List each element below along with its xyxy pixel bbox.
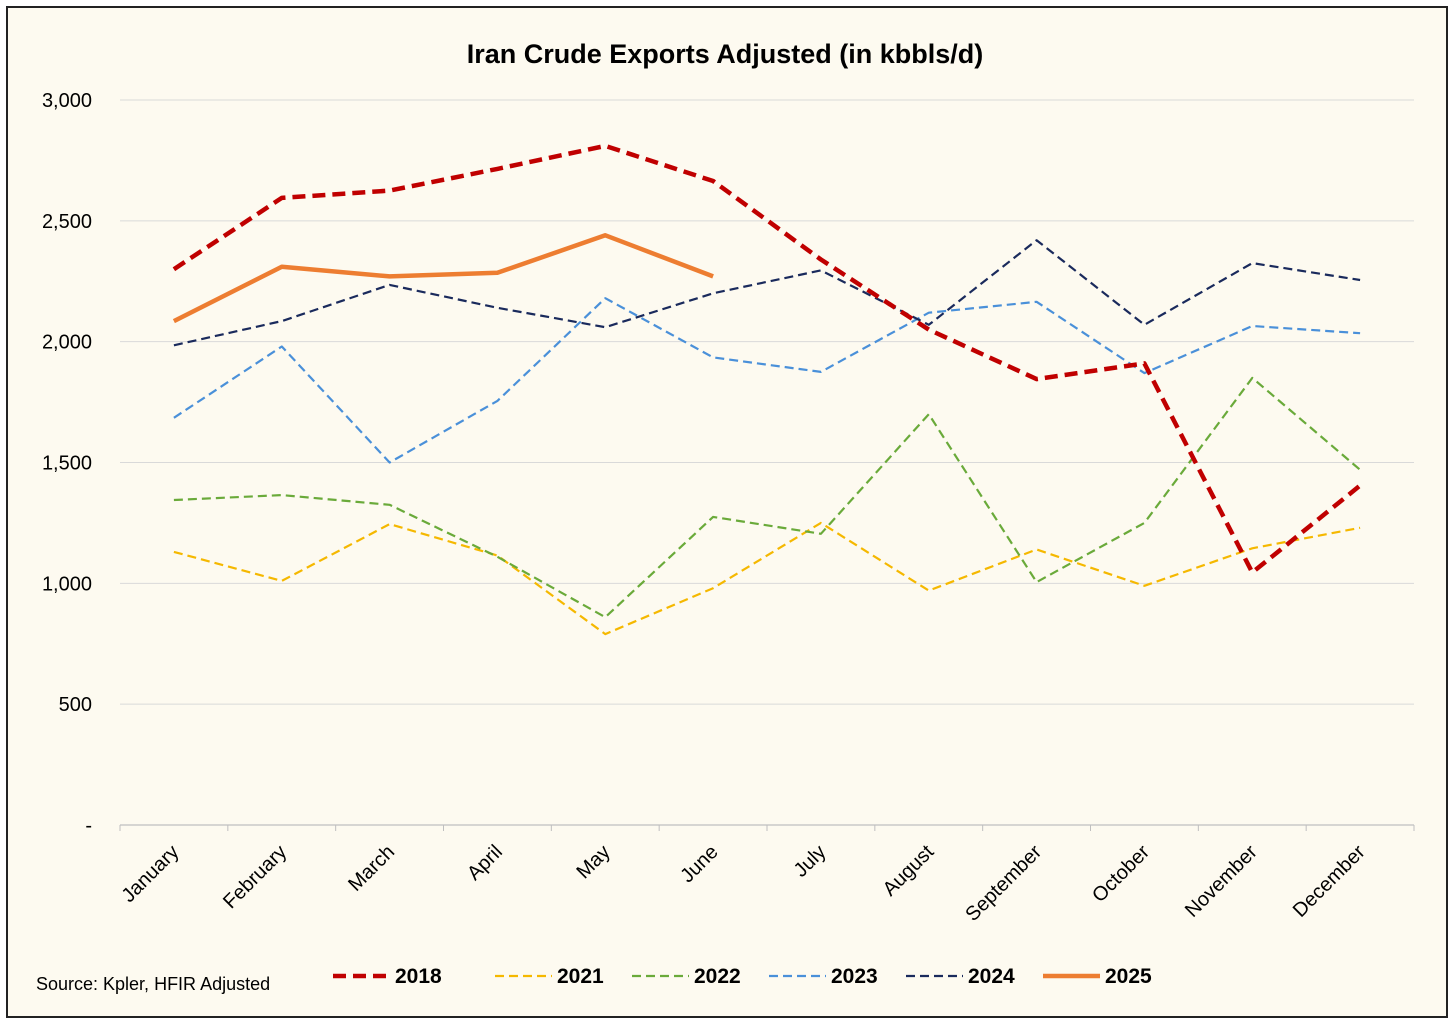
y-tick-label: 1,500 (42, 453, 92, 475)
y-tick-label: 2,000 (42, 332, 92, 354)
legend-item-2025: 2025 (1043, 965, 1152, 988)
x-tick-label: February (219, 841, 291, 913)
legend-item-2023: 2023 (769, 965, 878, 988)
y-tick-label: 500 (59, 694, 92, 716)
series-line-2021 (173, 521, 1361, 636)
x-tick-label: January (118, 841, 184, 907)
legend-item-2024: 2024 (906, 965, 1015, 988)
series-2021 (173, 521, 1361, 636)
series-2018 (172, 143, 1362, 575)
x-tick-label: October (1088, 841, 1154, 907)
series-line-2025 (172, 233, 714, 324)
legend-item-2018: 2018 (333, 965, 442, 988)
y-tick-label: - (85, 815, 92, 837)
legend-item-2021: 2021 (495, 965, 604, 988)
y-tick-label: 2,500 (42, 211, 92, 233)
chart-frame: Iran Crude Exports Adjusted (in kbbls/d)… (6, 6, 1448, 1018)
legend-item-2022: 2022 (632, 965, 741, 988)
x-tick-label: August (879, 841, 939, 901)
series-2022 (173, 376, 1361, 619)
legend-label: 2025 (1105, 965, 1152, 988)
x-tick-label: September (961, 841, 1046, 926)
x-tick-label: November (1181, 841, 1262, 922)
series-line-2022 (173, 376, 1361, 619)
legend-label: 2023 (831, 965, 878, 988)
x-tick-label: March (344, 841, 399, 896)
series-line-2024 (173, 239, 1361, 347)
x-tick-label: May (573, 841, 615, 883)
x-tick-label: June (676, 841, 722, 887)
legend-label: 2018 (395, 965, 442, 988)
legend-label: 2022 (694, 965, 741, 988)
x-tick-label: July (790, 841, 831, 882)
chart-title: Iran Crude Exports Adjusted (in kbbls/d) (467, 39, 984, 69)
legend-label: 2024 (968, 965, 1015, 988)
legend-label: 2021 (557, 965, 604, 988)
x-tick-label: December (1289, 841, 1370, 922)
series-2024 (173, 239, 1361, 347)
y-tick-label: 1,000 (42, 573, 92, 595)
series-line-2018 (172, 143, 1362, 575)
x-tick-label: April (463, 841, 507, 885)
y-tick-label: 3,000 (42, 90, 92, 112)
line-chart: Iran Crude Exports Adjusted (in kbbls/d)… (36, 39, 1415, 994)
source-note: Source: Kpler, HFIR Adjusted (36, 974, 270, 994)
series-2025 (172, 233, 714, 324)
